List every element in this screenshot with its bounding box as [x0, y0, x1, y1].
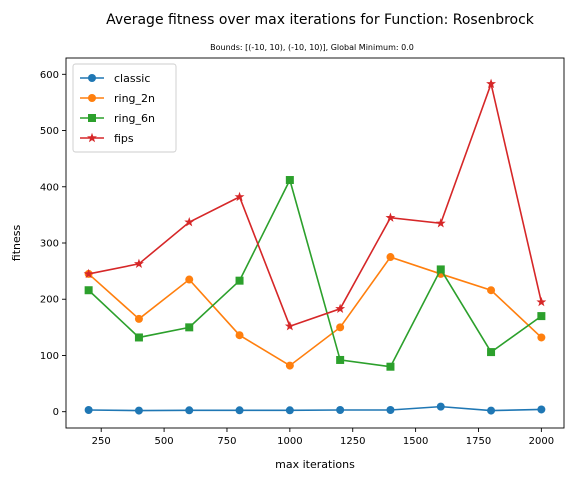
data-point-classic [84, 406, 93, 415]
legend-marker-ring_6n [88, 114, 96, 122]
data-point-fips [133, 258, 144, 269]
x-tick-label: 500 [155, 436, 174, 447]
y-tick-label: 400 [40, 182, 59, 193]
series-line-classic [88, 405, 542, 412]
data-point-ring_6n [487, 348, 496, 357]
x-axis-label: max iterations [275, 458, 355, 471]
series-line-ring_6n [88, 177, 542, 368]
legend-label-classic: classic [114, 72, 150, 85]
y-tick-label: 100 [40, 351, 59, 362]
data-point-classic [185, 406, 194, 415]
data-point-ring_6n [235, 276, 244, 285]
legend-label-fips: fips [114, 132, 134, 145]
y-tick-label: 0 [53, 407, 59, 418]
y-tick-label: 600 [40, 70, 59, 81]
series-line-ring_2n [88, 256, 542, 367]
legend-marker-fips [87, 132, 97, 143]
data-point-fips [184, 216, 195, 227]
data-point-ring_6n [84, 286, 93, 295]
y-tick-label: 200 [40, 295, 59, 306]
series-classic [84, 402, 546, 415]
legend-label-ring_6n: ring_6n [114, 112, 155, 125]
data-point-ring_6n [436, 265, 445, 274]
legend-marker-classic [88, 74, 96, 82]
legend-marker-ring_2n [88, 94, 96, 102]
x-tick-label: 1000 [277, 436, 302, 447]
y-tick-label: 300 [40, 239, 59, 250]
data-point-classic [134, 406, 143, 415]
x-tick-label: 1250 [340, 436, 365, 447]
data-point-classic [235, 406, 244, 415]
data-point-ring_6n [134, 333, 143, 342]
data-point-fips [335, 303, 346, 313]
series-line-fips [88, 81, 543, 328]
data-point-fips [83, 268, 94, 279]
series-fips [83, 78, 547, 331]
data-point-ring_2n [386, 253, 395, 262]
data-point-ring_6n [285, 176, 294, 185]
data-point-ring_2n [285, 361, 294, 370]
data-point-ring_2n [185, 275, 194, 284]
data-point-ring_6n [185, 323, 194, 332]
data-point-classic [487, 406, 496, 415]
data-point-ring_2n [134, 314, 143, 323]
legend-box [72, 63, 177, 153]
chart-subtitle: Bounds: [(-10, 10), (-10, 10)], Global M… [210, 43, 414, 52]
data-point-ring_6n [386, 362, 395, 371]
data-point-ring_2n [487, 286, 496, 295]
legend-label-ring_2n: ring_2n [114, 92, 155, 105]
data-point-classic [285, 406, 294, 415]
x-tick-label: 250 [92, 436, 111, 447]
x-tick-label: 2000 [529, 436, 554, 447]
chart-title: Average fitness over max iterations for … [106, 12, 535, 28]
x-tick-label: 1500 [403, 436, 428, 447]
y-axis-label: fitness [10, 225, 23, 262]
data-point-fips [284, 321, 295, 331]
data-point-fips [536, 296, 547, 307]
data-point-fips [385, 212, 396, 222]
data-point-fips [234, 191, 245, 202]
x-tick-label: 1750 [466, 436, 491, 447]
y-tick-label: 500 [40, 126, 59, 137]
data-point-ring_2n [235, 331, 244, 340]
plot-area: 250 500 750 1000 1250 1500 1750 2000 0 100 200 300 4… [10, 57, 565, 471]
data-point-classic [336, 406, 345, 415]
data-point-ring_6n [336, 355, 345, 364]
x-tick-label: 750 [217, 436, 236, 447]
data-point-ring_2n [537, 333, 546, 342]
series-ring_6n [84, 176, 546, 371]
data-point-fips [486, 78, 497, 89]
data-point-ring_2n [336, 323, 345, 332]
data-point-ring_6n [537, 312, 546, 321]
data-point-classic [386, 406, 395, 415]
data-point-classic [436, 402, 445, 411]
data-point-fips [435, 218, 446, 228]
data-point-classic [537, 405, 546, 414]
